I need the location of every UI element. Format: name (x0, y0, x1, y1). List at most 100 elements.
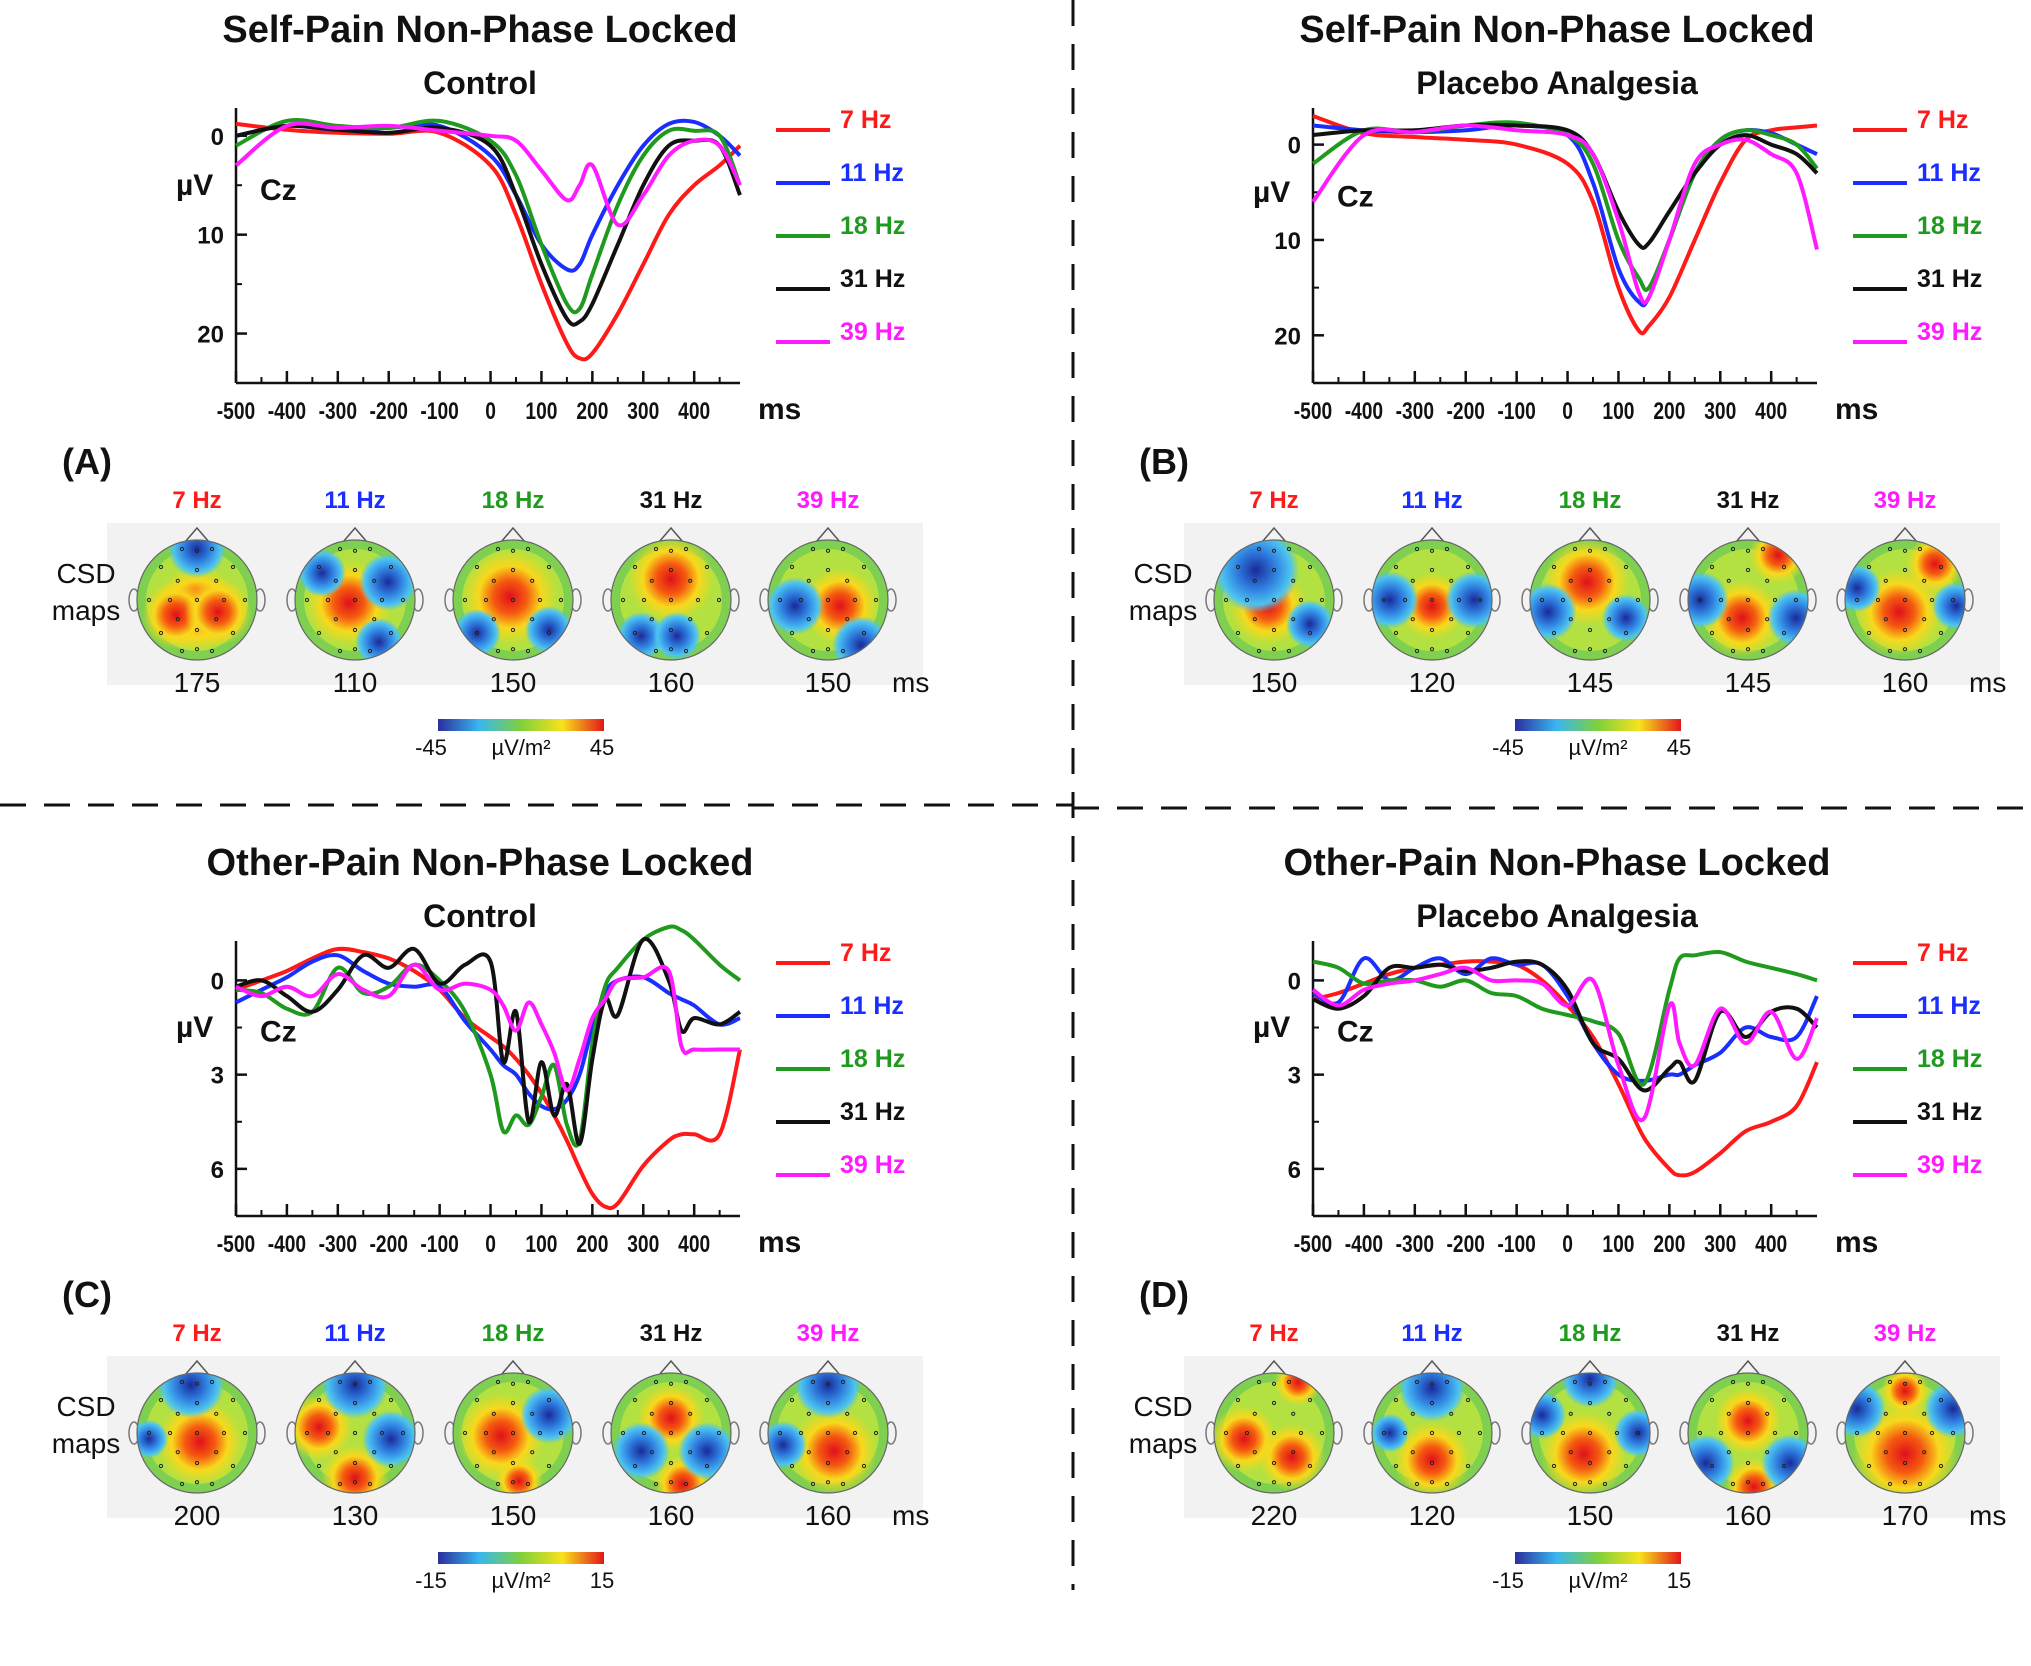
series-line-39hz (234, 121, 742, 228)
series-line-11hz (235, 952, 741, 1112)
colorbar-unit: µV/m² (1568, 1568, 1627, 1593)
topo-map (1679, 1359, 1817, 1494)
csd-label: CSD (56, 1391, 115, 1422)
series-line-18hz (1312, 949, 1818, 1087)
topo-freq-label: 39 Hz (1874, 1320, 1937, 1347)
csd-label: CSD (1133, 558, 1192, 589)
latency-unit: ms (1969, 1500, 2006, 1531)
x-tick-label: -300 (1396, 1230, 1434, 1258)
series-line-31hz (235, 937, 742, 1146)
series-line-31hz (235, 123, 742, 327)
x-tick-label: -100 (1497, 397, 1535, 425)
y-axis-label: µV (1253, 1011, 1290, 1044)
series-line-7hz (235, 946, 742, 1211)
panel-b: Self-Pain Non-Phase Locked Placebo Analge… (1129, 9, 2007, 760)
nose-icon (1892, 1359, 1918, 1376)
topo-freq-label: 18 Hz (482, 487, 545, 514)
x-tick-label: 100 (1602, 1230, 1634, 1258)
series-line-11hz (1312, 123, 1818, 308)
x-tick-label: -400 (1345, 1230, 1383, 1258)
chart-title: Other-Pain Non-Phase Locked (1284, 842, 1831, 884)
topo-latency: 220 (1251, 1500, 1298, 1531)
nose-icon (342, 526, 368, 543)
legend-entry: 7 Hz (840, 106, 891, 134)
topo-freq-label: 11 Hz (1401, 1320, 1462, 1347)
series-line-18hz (235, 118, 742, 315)
colorbar (1515, 719, 1681, 731)
topo-freq-label: 31 Hz (1717, 487, 1780, 514)
topo-map (602, 1359, 740, 1494)
csd-label: maps (1129, 1428, 1197, 1459)
colorbar-unit: µV/m² (1568, 735, 1627, 760)
nose-icon (1892, 526, 1918, 543)
legend-entry: 11 Hz (1917, 992, 1981, 1020)
x-tick-label: -200 (1447, 397, 1485, 425)
topo-freq-label: 7 Hz (1249, 487, 1298, 514)
topo-latency: 160 (805, 1500, 852, 1531)
topo-map (1521, 526, 1659, 661)
nose-icon (500, 526, 526, 543)
nose-icon (1577, 1359, 1603, 1376)
x-tick-label: 0 (485, 1230, 496, 1258)
colorbar-min: -45 (415, 735, 447, 760)
x-tick-label: 300 (1704, 397, 1736, 425)
chart-title: Other-Pain Non-Phase Locked (207, 842, 754, 884)
panel-a: Self-Pain Non-Phase Locked Control -500 -40… (52, 9, 930, 760)
topo-freq-label: 18 Hz (1559, 1320, 1622, 1347)
topo-freq-label: 18 Hz (1559, 487, 1622, 514)
topo-map (1521, 1359, 1659, 1494)
x-tick-label: -300 (1396, 397, 1434, 425)
topo-freq-label: 39 Hz (797, 487, 860, 514)
x-tick-label: 0 (1562, 397, 1573, 425)
x-axis-label: ms (1835, 393, 1878, 426)
series-line-39hz (1311, 965, 1819, 1123)
topo-map (1205, 1359, 1343, 1494)
x-tick-label: -100 (420, 397, 458, 425)
colorbar-max: 45 (1667, 735, 1691, 760)
nose-icon (1735, 526, 1761, 543)
legend-entry: 11 Hz (1917, 159, 1981, 187)
x-tick-label: 400 (678, 1230, 710, 1258)
chart-title: Self-Pain Non-Phase Locked (1299, 9, 1814, 51)
y-tick-label: 3 (211, 1063, 224, 1090)
chart-subtitle: Control (423, 898, 537, 934)
x-tick-label: 300 (627, 1230, 659, 1258)
y-tick-label: 0 (211, 124, 224, 151)
topo-latency: 110 (333, 667, 378, 698)
topo-latency: 160 (648, 667, 695, 698)
legend-entry: 7 Hz (840, 939, 891, 967)
nose-icon (1735, 1359, 1761, 1376)
y-tick-label: 10 (197, 223, 224, 250)
x-tick-label: -200 (370, 1230, 408, 1258)
legend-entry: 31 Hz (840, 1098, 905, 1126)
legend-entry: 39 Hz (1917, 1151, 1982, 1179)
x-tick-label: -500 (1294, 1230, 1332, 1258)
nose-icon (1419, 526, 1445, 543)
topo-latency: 145 (1567, 667, 1614, 698)
topo-map (128, 1359, 266, 1494)
topo-freq-label: 7 Hz (172, 1320, 221, 1347)
x-tick-label: 100 (525, 1230, 557, 1258)
colorbar (1515, 1552, 1681, 1564)
panel-d: Other-Pain Non-Phase Locked Placebo Analg… (1129, 842, 2007, 1593)
nose-icon (815, 526, 841, 543)
panel-c: Other-Pain Non-Phase Locked Control -500 -4… (52, 842, 930, 1593)
topo-freq-label: 39 Hz (1874, 487, 1937, 514)
topo-freq-label: 7 Hz (1249, 1320, 1298, 1347)
x-tick-label: -400 (268, 1230, 306, 1258)
topo-map (1679, 526, 1817, 661)
colorbar-min: -45 (1492, 735, 1524, 760)
x-tick-label: 0 (1562, 1230, 1573, 1258)
topo-freq-label: 31 Hz (640, 1320, 703, 1347)
topo-map (602, 526, 740, 661)
y-tick-label: 20 (197, 322, 224, 349)
legend-entry: 11 Hz (840, 159, 904, 187)
topo-latency: 150 (805, 667, 852, 698)
panel-label: (C) (62, 1274, 112, 1315)
x-tick-label: 400 (1755, 397, 1787, 425)
y-tick-label: 20 (1274, 323, 1301, 350)
topo-latency: 170 (1882, 1500, 1929, 1531)
x-tick-label: 200 (1653, 397, 1685, 425)
latency-unit: ms (892, 1500, 929, 1531)
